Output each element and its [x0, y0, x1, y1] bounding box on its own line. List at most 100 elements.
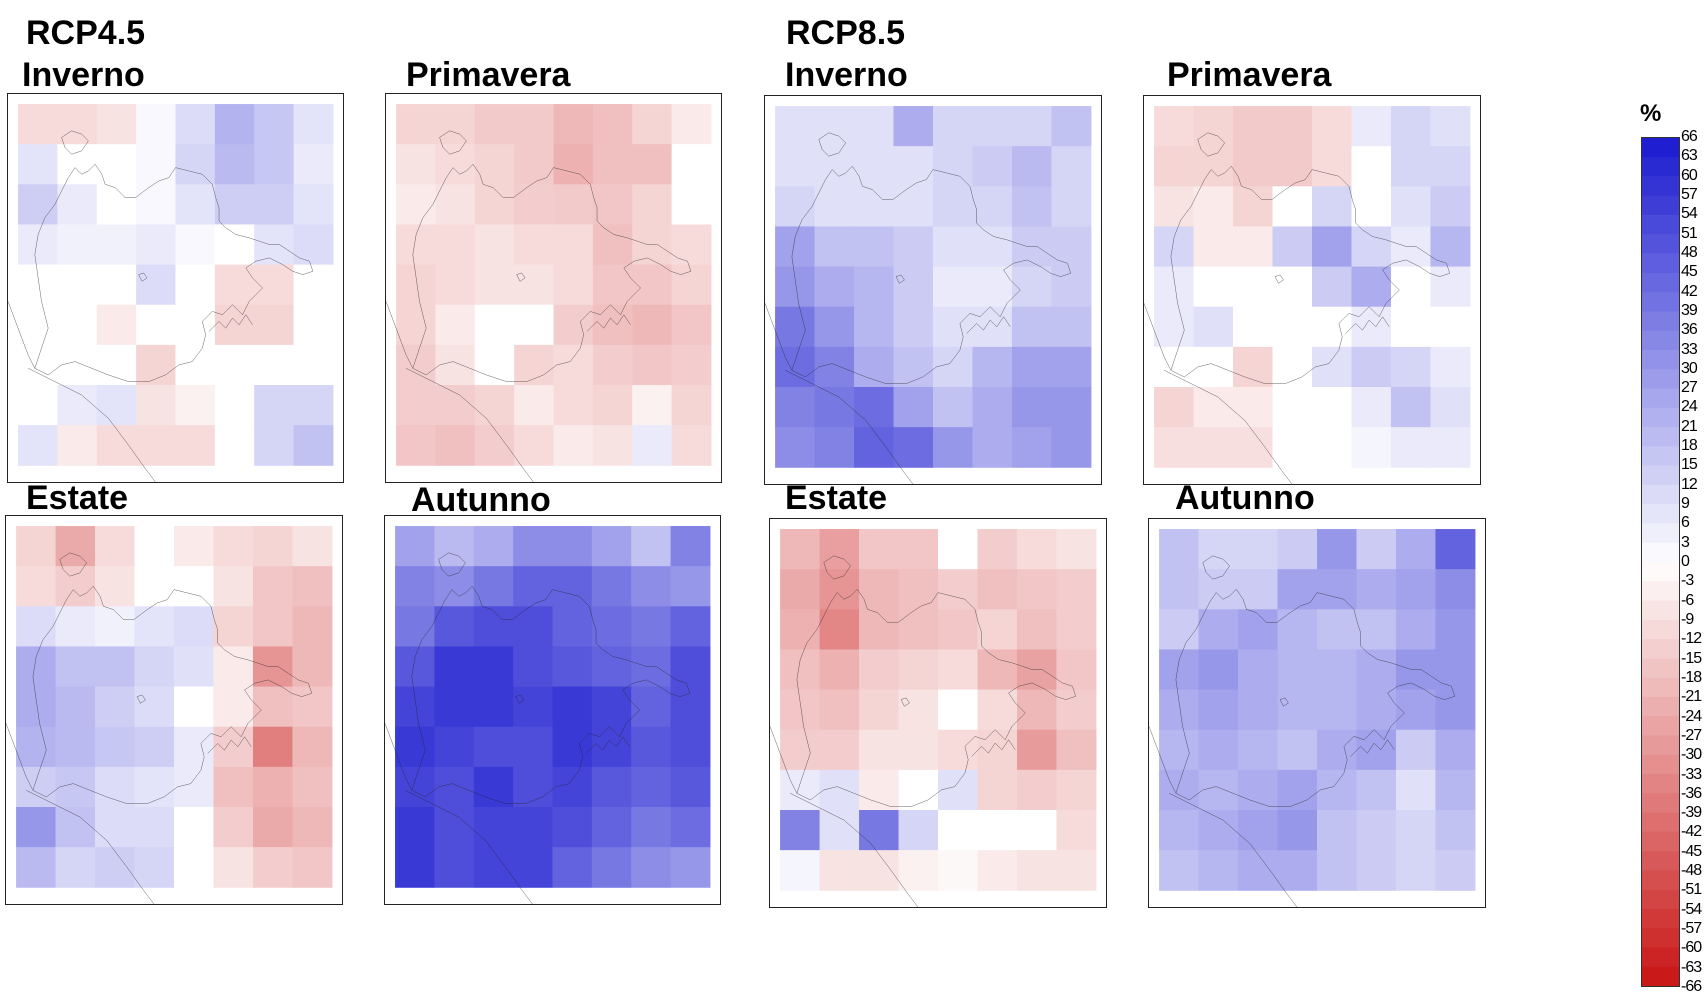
grid-cell	[214, 264, 255, 306]
grid-cell	[1193, 186, 1234, 227]
grid-cell	[670, 566, 711, 607]
grid-cell	[553, 425, 594, 466]
grid-cell	[174, 606, 214, 647]
grid-cell	[396, 425, 436, 466]
grid-cell	[292, 807, 333, 848]
grid-cell	[254, 304, 295, 346]
grid-cell	[292, 606, 333, 647]
grid-cell	[1435, 850, 1476, 891]
grid-cell	[16, 566, 57, 607]
grid-cell	[18, 224, 58, 266]
islet-outline	[516, 695, 524, 703]
colorbar-segment	[1642, 195, 1679, 216]
grid-cell	[214, 224, 255, 266]
colorbar-tick: 51	[1681, 224, 1698, 242]
grid-cell	[632, 264, 673, 306]
grid-cell	[434, 807, 475, 848]
grid-cell	[1277, 769, 1318, 811]
grid-cell	[1238, 569, 1279, 610]
map-rcp85-inverno	[765, 106, 1092, 484]
map-rcp45-inverno	[8, 104, 334, 482]
map-rcp85-estate	[770, 529, 1097, 907]
grid-cell	[1238, 850, 1279, 891]
grid-cell	[293, 144, 334, 185]
grid-cell	[1016, 689, 1057, 731]
grid-cell	[1154, 266, 1195, 308]
grid-cell	[292, 526, 333, 567]
grid-cell	[1198, 609, 1239, 650]
grid-cell	[96, 344, 137, 386]
grid-cell	[631, 566, 672, 607]
scenario-label-rcp45: RCP4.5	[26, 14, 146, 52]
grid-cell	[514, 425, 555, 466]
grid-cell	[1277, 609, 1318, 650]
grid-cell	[252, 566, 293, 607]
grid-cell	[632, 385, 673, 426]
grid-cell	[1233, 427, 1274, 468]
grid-cell	[95, 807, 136, 848]
colorbar-segment	[1642, 793, 1679, 813]
grid-cell	[435, 184, 476, 225]
grid-cell	[1395, 649, 1436, 691]
colorbar-tick: -9	[1681, 610, 1694, 628]
colorbar-segment	[1642, 542, 1679, 563]
colorbar-tick: 0	[1681, 553, 1690, 570]
grid-cell	[136, 264, 177, 306]
grid-cell	[1272, 106, 1313, 147]
grid-cell	[1277, 649, 1318, 691]
grid-cell	[1351, 306, 1392, 348]
grid-cell	[1051, 427, 1092, 468]
grid-cell	[513, 847, 554, 888]
grid-cell	[1056, 649, 1097, 691]
grid-cell	[57, 425, 98, 466]
grid-cell	[977, 769, 1018, 811]
grid-cell	[1016, 569, 1057, 610]
season-label-estate: Estate	[26, 479, 129, 517]
grid-cell	[1390, 106, 1431, 147]
grid-cell	[396, 224, 436, 266]
grid-cell	[214, 184, 255, 225]
grid-cell	[174, 526, 214, 567]
grid-cell	[136, 425, 177, 466]
grid-cell	[819, 529, 860, 570]
colorbar-tick: -27	[1681, 726, 1702, 744]
grid-cell	[819, 810, 860, 851]
grid-cell	[55, 566, 96, 607]
grid-cell	[1272, 266, 1313, 308]
grid-cell	[473, 646, 514, 688]
grid-cell	[55, 807, 96, 848]
grid-cell	[671, 385, 712, 426]
colorbar-segment	[1642, 735, 1679, 756]
colorbar-segment	[1642, 407, 1679, 428]
colorbar-segment	[1642, 272, 1679, 293]
colorbar-tick: -21	[1681, 688, 1702, 706]
region-border	[406, 368, 533, 482]
colorbar-segment	[1642, 696, 1679, 717]
grid-cell	[854, 146, 895, 187]
grid-cell	[213, 686, 254, 728]
map-panel-rcp85-primavera	[1143, 95, 1481, 485]
grid-cell	[95, 646, 136, 688]
grid-cell	[780, 729, 821, 771]
grid-cell	[395, 566, 435, 607]
grid-cell	[933, 266, 973, 308]
colorbar-tick: 42	[1681, 282, 1698, 300]
grid-cell	[553, 184, 594, 225]
region-border	[790, 793, 918, 907]
grid-cell	[780, 850, 821, 891]
grid-cell	[670, 686, 711, 728]
grid-cell	[780, 609, 821, 650]
grid-cell	[96, 425, 137, 466]
grid-cell	[591, 686, 632, 728]
grid-cell	[591, 807, 632, 848]
grid-cell	[175, 184, 216, 225]
grid-cell	[474, 224, 515, 266]
coastline	[385, 586, 690, 803]
grid-cell	[95, 847, 136, 888]
grid-cell	[1430, 106, 1471, 147]
islet-outline	[1275, 275, 1283, 283]
grid-cell	[592, 425, 633, 466]
grid-cell	[938, 729, 978, 771]
grid-cell	[1356, 569, 1397, 610]
colorbar-segment	[1642, 215, 1679, 235]
